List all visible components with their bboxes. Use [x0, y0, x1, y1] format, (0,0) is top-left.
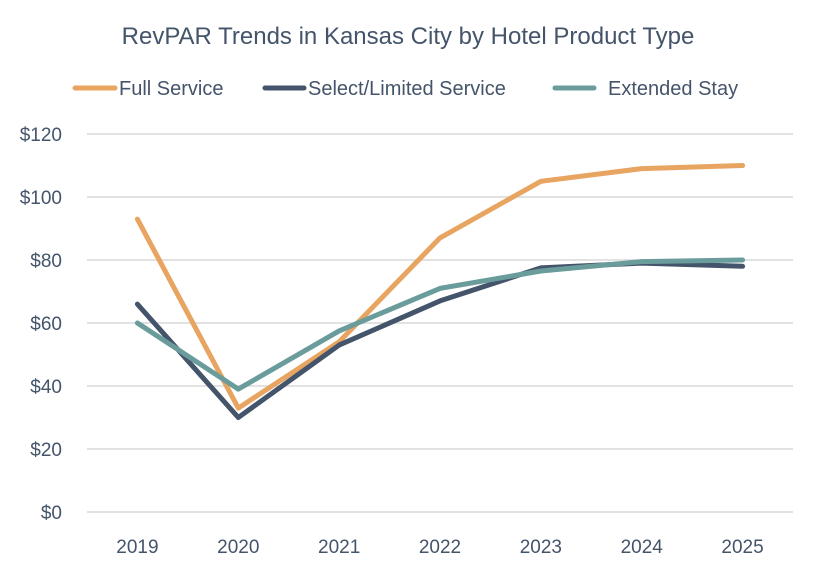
y-tick-label: $40	[30, 377, 62, 398]
legend-label-extended-stay: Extended Stay	[608, 78, 738, 100]
chart-title: RevPAR Trends in Kansas City by Hotel Pr…	[122, 23, 695, 50]
gridlines	[87, 133, 793, 513]
legend-item-extended-stay: Extended Stay	[552, 78, 738, 100]
x-tick-label: 2023	[520, 537, 562, 558]
y-tick-label: $20	[30, 440, 62, 461]
x-tick-label: 2021	[318, 537, 360, 558]
legend-item-full-service: Full Service	[72, 78, 223, 100]
series-lines	[134, 163, 746, 420]
legend: Full Service Select/Limited Service Exte…	[72, 78, 738, 100]
y-axis-ticks: $0 $20 $40 $60 $80 $100 $120	[20, 125, 62, 524]
x-tick-label: 2020	[217, 537, 259, 558]
y-tick-label: $80	[30, 251, 62, 272]
y-tick-label: $100	[20, 188, 62, 209]
y-tick-label: $120	[20, 125, 62, 146]
legend-label-full-service: Full Service	[119, 78, 223, 100]
x-tick-label: 2025	[721, 537, 763, 558]
legend-label-select-limited-service: Select/Limited Service	[308, 78, 506, 100]
x-axis-ticks: 2019 2020 2021 2022 2023 2024 2025	[116, 537, 763, 558]
x-tick-label: 2022	[419, 537, 461, 558]
series-line-full-service	[134, 163, 746, 411]
series-line-extended-stay	[134, 257, 746, 392]
y-tick-label: $0	[41, 503, 62, 524]
legend-item-select-limited-service: Select/Limited Service	[262, 78, 506, 100]
x-tick-label: 2024	[621, 537, 664, 558]
y-tick-label: $60	[30, 314, 62, 335]
x-tick-label: 2019	[116, 537, 158, 558]
